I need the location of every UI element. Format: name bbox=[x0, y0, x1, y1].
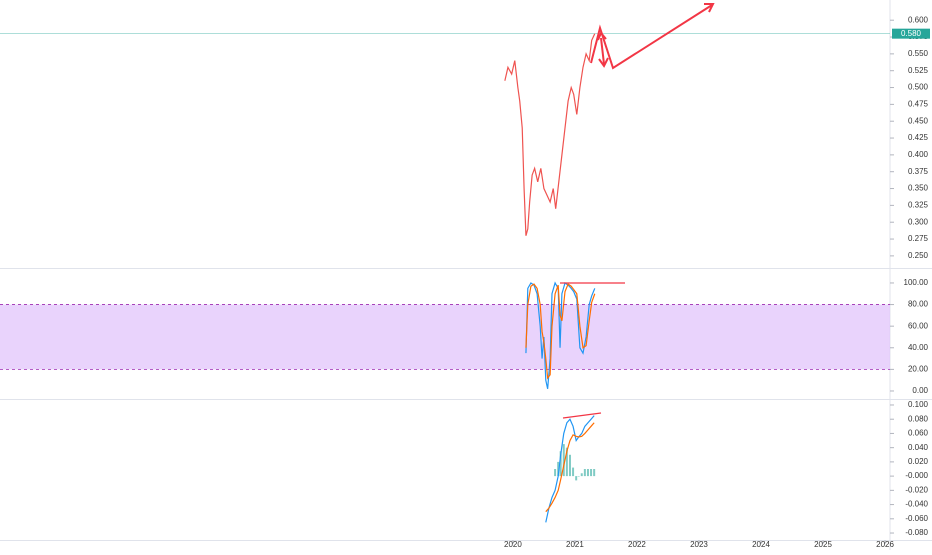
y-tick-label: 0.275 bbox=[908, 234, 929, 243]
y-tick-label: 0.100 bbox=[908, 400, 929, 409]
y-tick-label: 20.00 bbox=[908, 364, 929, 373]
histogram-bar bbox=[557, 461, 560, 477]
histogram-bar bbox=[583, 469, 586, 477]
y-tick-label: 0.040 bbox=[908, 443, 929, 452]
histogram-bar bbox=[590, 469, 593, 477]
y-tick-label: 0.375 bbox=[908, 167, 929, 176]
histogram-bar bbox=[586, 469, 589, 477]
y-tick-label: 0.525 bbox=[908, 66, 929, 75]
x-tick-label: 2020 bbox=[504, 540, 522, 549]
y-tick-label: 0.250 bbox=[908, 251, 929, 260]
histogram-bar bbox=[568, 454, 571, 477]
histogram-bar bbox=[593, 469, 596, 477]
histogram-bar bbox=[580, 473, 583, 477]
y-tick-label: -0.020 bbox=[905, 485, 928, 494]
arrow-head bbox=[704, 3, 715, 13]
trend-line bbox=[562, 412, 602, 419]
y-tick-label: 0.450 bbox=[908, 116, 929, 125]
histogram-bar bbox=[572, 467, 575, 477]
x-tick-label: 2025 bbox=[814, 540, 832, 549]
y-tick-label: 0.325 bbox=[908, 200, 929, 209]
y-tick-label: 0.550 bbox=[908, 49, 929, 58]
x-tick-label: 2023 bbox=[690, 540, 708, 549]
series-line bbox=[504, 33, 596, 236]
x-tick-label: 2024 bbox=[752, 540, 770, 549]
series-line bbox=[545, 415, 595, 523]
arrow-head bbox=[598, 57, 609, 68]
x-tick-label: 2026 bbox=[876, 540, 894, 549]
last-price-tag bbox=[892, 28, 930, 39]
y-tick-label: -0.060 bbox=[905, 514, 928, 523]
y-tick-label: 0.500 bbox=[908, 83, 929, 92]
histogram-bar bbox=[562, 444, 565, 477]
x-tick-label: 2021 bbox=[566, 540, 584, 549]
y-tick-label: 0.600 bbox=[908, 15, 929, 24]
y-tick-label: -0.040 bbox=[905, 500, 928, 509]
histogram-bar bbox=[577, 476, 580, 477]
arrow-shaft bbox=[600, 37, 605, 65]
arrow-head bbox=[597, 31, 607, 41]
y-tick-label: 0.475 bbox=[908, 99, 929, 108]
y-tick-label: 40.00 bbox=[908, 343, 929, 352]
y-tick-label: 0.080 bbox=[908, 414, 929, 423]
histogram-bar bbox=[565, 447, 568, 477]
y-tick-label: 0.060 bbox=[908, 429, 929, 438]
series-line bbox=[545, 422, 595, 513]
y-tick-label: -0.080 bbox=[905, 528, 928, 537]
y-tick-label: 0.425 bbox=[908, 133, 929, 142]
arrow-path bbox=[590, 4, 713, 70]
histogram-bar bbox=[554, 469, 557, 477]
y-tick-label: 60.00 bbox=[908, 321, 929, 330]
y-tick-label: 0.300 bbox=[908, 217, 929, 226]
y-tick-label: 0.00 bbox=[912, 386, 928, 395]
band bbox=[0, 304, 890, 370]
y-tick-label: 100.00 bbox=[904, 278, 929, 287]
x-tick-label: 2022 bbox=[628, 540, 646, 549]
drawing-arrows bbox=[590, 3, 715, 70]
y-tick-label: -0.000 bbox=[905, 471, 928, 480]
series-line bbox=[525, 283, 596, 380]
y-tick-label: 0.400 bbox=[908, 150, 929, 159]
y-tick-label: 0.350 bbox=[908, 184, 929, 193]
histogram-bar bbox=[559, 451, 562, 477]
last-price-label: 0.580 bbox=[901, 29, 922, 38]
y-tick-label: 0.020 bbox=[908, 457, 929, 466]
y-tick-label: 80.00 bbox=[908, 300, 929, 309]
histogram-bar bbox=[575, 476, 578, 481]
